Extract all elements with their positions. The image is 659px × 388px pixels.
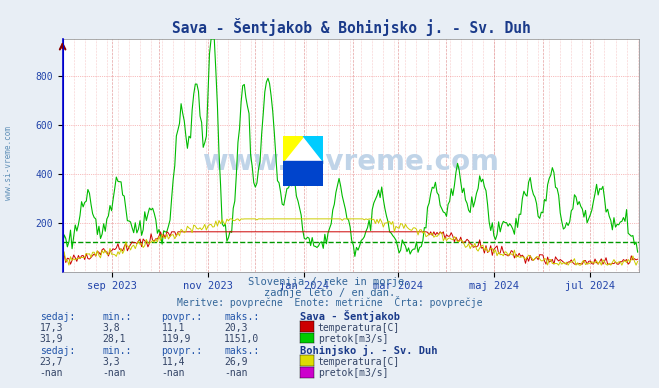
Text: 17,3: 17,3 (40, 322, 63, 333)
Text: 119,9: 119,9 (161, 334, 191, 344)
Text: Slovenija / reke in morje.: Slovenija / reke in morje. (248, 277, 411, 287)
Text: 1151,0: 1151,0 (224, 334, 259, 344)
Polygon shape (283, 136, 303, 161)
Text: pretok[m3/s]: pretok[m3/s] (318, 368, 388, 378)
Polygon shape (303, 136, 323, 161)
Text: -nan: -nan (161, 368, 185, 378)
Text: zadnje leto / en dan.: zadnje leto / en dan. (264, 288, 395, 298)
Text: Bohinjsko j. - Sv. Duh: Bohinjsko j. - Sv. Duh (300, 345, 438, 356)
Text: 20,3: 20,3 (224, 322, 248, 333)
Text: -nan: -nan (102, 368, 126, 378)
Text: temperatura[C]: temperatura[C] (318, 322, 400, 333)
Text: povpr.:: povpr.: (161, 312, 202, 322)
Text: maks.:: maks.: (224, 312, 259, 322)
Text: -nan: -nan (40, 368, 63, 378)
Polygon shape (283, 161, 323, 186)
Title: Sava - Šentjakob & Bohinjsko j. - Sv. Duh: Sava - Šentjakob & Bohinjsko j. - Sv. Du… (171, 18, 530, 36)
Text: sedaj:: sedaj: (40, 312, 74, 322)
Text: maks.:: maks.: (224, 346, 259, 356)
Text: sedaj:: sedaj: (40, 346, 74, 356)
Text: 3,8: 3,8 (102, 322, 120, 333)
Text: 11,4: 11,4 (161, 357, 185, 367)
Text: 26,9: 26,9 (224, 357, 248, 367)
Text: 23,7: 23,7 (40, 357, 63, 367)
Text: Sava - Šentjakob: Sava - Šentjakob (300, 310, 400, 322)
Text: min.:: min.: (102, 346, 132, 356)
Text: temperatura[C]: temperatura[C] (318, 357, 400, 367)
Text: povpr.:: povpr.: (161, 346, 202, 356)
Text: -nan: -nan (224, 368, 248, 378)
Text: 3,3: 3,3 (102, 357, 120, 367)
Text: Meritve: povprečne  Enote: metrične  Črta: povprečje: Meritve: povprečne Enote: metrične Črta:… (177, 296, 482, 308)
Text: 31,9: 31,9 (40, 334, 63, 344)
Text: min.:: min.: (102, 312, 132, 322)
Text: 28,1: 28,1 (102, 334, 126, 344)
Text: www.si-vreme.com: www.si-vreme.com (202, 148, 500, 176)
Text: 11,1: 11,1 (161, 322, 185, 333)
Text: www.si-vreme.com: www.si-vreme.com (4, 126, 13, 200)
Text: pretok[m3/s]: pretok[m3/s] (318, 334, 388, 344)
